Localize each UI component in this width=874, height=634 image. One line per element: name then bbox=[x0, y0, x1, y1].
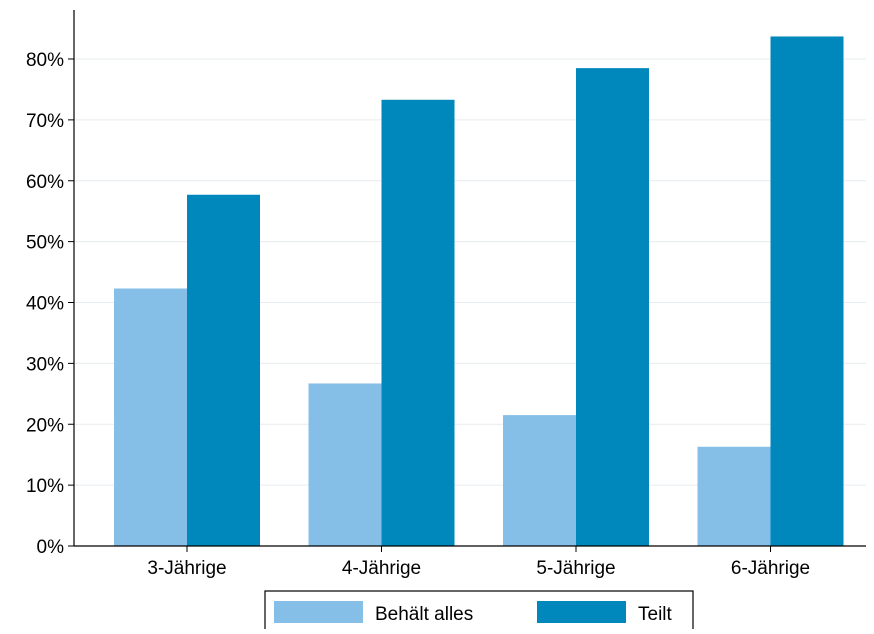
y-tick-label: 60% bbox=[26, 172, 64, 193]
bar-behaelt-alles bbox=[114, 288, 187, 546]
bar-teilt bbox=[381, 99, 455, 546]
y-tick-label: 40% bbox=[26, 294, 64, 315]
legend-swatch bbox=[537, 601, 626, 623]
y-tick-label: 70% bbox=[26, 111, 64, 132]
x-tick-label: 3-Jährige bbox=[147, 558, 226, 579]
legend-label: Behält alles bbox=[375, 604, 473, 625]
bar-teilt bbox=[187, 194, 260, 546]
y-tick-label: 50% bbox=[26, 233, 64, 254]
x-tick-label: 5-Jährige bbox=[536, 558, 615, 579]
y-tick-label: 80% bbox=[26, 50, 64, 71]
bar-behaelt-alles bbox=[697, 446, 771, 546]
bar-teilt bbox=[576, 68, 649, 546]
bar-behaelt-alles bbox=[308, 383, 382, 546]
bar-behaelt-alles bbox=[503, 415, 576, 546]
y-tick-label: 30% bbox=[26, 354, 64, 375]
legend-label: Teilt bbox=[638, 604, 673, 625]
legend-swatch bbox=[274, 601, 363, 623]
bars bbox=[114, 36, 844, 546]
x-tick-label: 4-Jährige bbox=[342, 558, 421, 579]
y-tick-label: 0% bbox=[37, 537, 65, 558]
y-tick-label: 20% bbox=[26, 415, 64, 436]
y-axis-ticks: 0% 10% 20% 30% 40% 50% 60% 70% 80% bbox=[26, 50, 74, 558]
x-tick-label: 6-Jährige bbox=[731, 558, 810, 579]
axes bbox=[73, 10, 866, 547]
x-axis-ticks: 3-Jährige 4-Jährige 5-Jährige 6-Jährige bbox=[147, 546, 810, 579]
y-tick-label: 10% bbox=[26, 476, 64, 497]
bar-teilt bbox=[770, 36, 844, 546]
legend: Behält alles Teilt bbox=[264, 590, 694, 634]
